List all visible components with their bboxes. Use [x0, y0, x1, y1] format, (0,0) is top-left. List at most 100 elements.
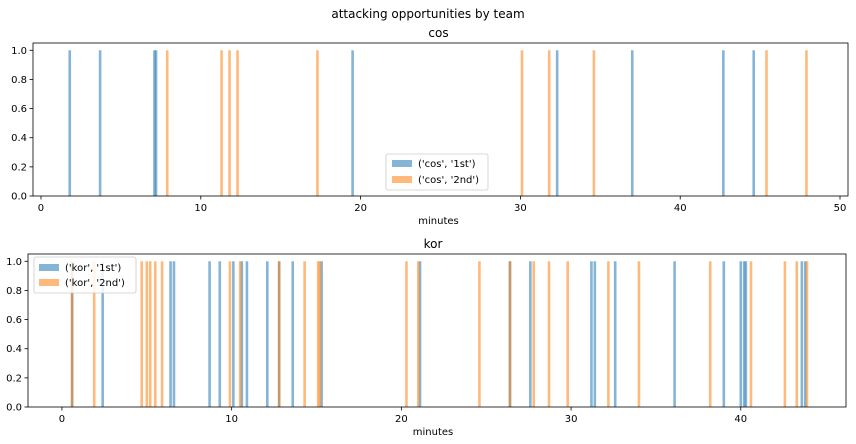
bar-kor-1st: [742, 261, 746, 407]
x-tick-label: 40: [674, 203, 687, 214]
bar-kor-2nd: [92, 261, 96, 407]
bar-cos-2nd: [236, 50, 239, 197]
legend-kor: ('kor', '1st') ('kor', '2nd'): [33, 256, 137, 294]
x-ticks-kor: 0 10 20 30 40: [59, 407, 747, 425]
bar-kor-2nd: [238, 261, 242, 407]
bar-cos-1st: [630, 50, 634, 197]
x-tick-label: 50: [834, 203, 847, 214]
legend-frame-kor: [33, 256, 137, 294]
y-tick-label: 0.6: [6, 315, 22, 326]
y-tick-label: 0.2: [11, 162, 27, 173]
x-tick-label: 40: [734, 414, 747, 425]
bar-kor-2nd: [316, 261, 320, 407]
bar-kor-2nd: [153, 261, 157, 407]
x-ticks-cos: 0 10 20 30 40 50: [38, 196, 847, 214]
bar-kor-2nd: [805, 261, 809, 407]
bar-kor-2nd: [795, 261, 799, 407]
bar-kor-1st: [418, 261, 422, 407]
y-ticks-cos: 0.0 0.2 0.4 0.6 0.8 1.0: [11, 46, 33, 203]
axes-frame-kor: [27, 253, 847, 408]
bar-kor-1st: [240, 261, 244, 407]
bar-cos-2nd: [805, 50, 808, 197]
bar-kor-2nd: [405, 261, 408, 407]
bar-kor-1st: [593, 261, 597, 407]
legend-swatch-kor-2nd: [39, 279, 59, 286]
bar-kor-1st: [320, 261, 323, 407]
bar-cos-2nd: [165, 50, 169, 197]
x-tick-label: 0: [59, 414, 65, 425]
bar-kor-2nd: [277, 261, 281, 407]
bar-cos-2nd: [228, 50, 231, 197]
bar-kor-1st: [673, 261, 676, 407]
legend-swatch-cos-1st: [392, 160, 412, 167]
y-tick-label: 0.4: [11, 133, 27, 144]
x-tick-label: 0: [38, 203, 44, 214]
bar-kor-2nd: [145, 261, 149, 407]
x-tick-label: 10: [225, 414, 238, 425]
bar-kor-2nd: [228, 261, 232, 407]
bar-kor-2nd: [637, 261, 641, 407]
bar-cos-2nd: [520, 50, 524, 197]
subplot-cos: cos 0 10 20 30 40 50 0.0 0.2 0.4 0.6 0.8 1.0 minut…: [11, 26, 849, 227]
bar-kor-1st: [529, 261, 532, 407]
legend-swatch-cos-2nd: [392, 176, 412, 183]
bar-kor-2nd: [478, 261, 481, 407]
bars-kor: [70, 261, 809, 407]
bar-kor-2nd: [566, 261, 569, 407]
bar-kor-2nd: [303, 261, 306, 407]
y-tick-label: 0.8: [6, 286, 22, 297]
bar-kor-1st: [590, 261, 593, 407]
y-tick-label: 0.4: [6, 344, 22, 355]
y-tick-label: 0.8: [11, 75, 27, 86]
y-tick-label: 1.0: [11, 46, 27, 57]
bar-kor-1st: [169, 261, 172, 407]
legend-cos: ('cos', '1st') ('cos', '2nd'): [385, 153, 489, 191]
bar-kor-1st: [291, 261, 295, 407]
bar-kor-1st: [744, 261, 748, 407]
y-tick-label: 1.0: [6, 257, 22, 268]
bar-cos-1st: [68, 50, 72, 197]
x-axis-label-cos: minutes: [418, 216, 458, 227]
legend-label-cos-1st: ('cos', '1st'): [418, 159, 476, 170]
figure-suptitle: attacking opportunities by team: [331, 7, 524, 21]
bar-kor-1st: [218, 261, 222, 407]
subplot-kor: kor 0 10 20 30 40 0.0 0.2 0.4 0.6 0.8 1.0 minutes…: [6, 237, 847, 438]
bar-kor-2nd: [532, 261, 536, 407]
bar-kor-1st: [613, 261, 617, 407]
y-tick-label: 0.6: [11, 104, 27, 115]
y-tick-label: 0.0: [11, 192, 27, 203]
x-axis-label-kor: minutes: [413, 427, 453, 438]
bar-kor-1st: [232, 261, 235, 407]
bar-kor-2nd: [70, 261, 74, 407]
bar-kor-1st: [739, 261, 743, 407]
bar-cos-1st: [722, 50, 725, 197]
subplot-title-cos: cos: [428, 26, 448, 40]
bar-kor-1st: [208, 261, 211, 407]
bar-cos-2nd: [765, 50, 768, 197]
x-tick-label: 20: [354, 203, 367, 214]
x-tick-label: 30: [565, 414, 578, 425]
bar-cos-1st: [154, 50, 158, 197]
bar-kor-2nd: [607, 261, 610, 407]
bar-kor-2nd: [140, 261, 144, 407]
bar-kor-1st: [800, 261, 804, 407]
bar-kor-1st: [245, 261, 249, 407]
bar-kor-1st: [265, 261, 269, 407]
bars-cos: [68, 50, 808, 197]
y-ticks-kor: 0.0 0.2 0.4 0.6 0.8 1.0: [6, 257, 28, 414]
bar-kor-1st: [722, 261, 726, 407]
bar-kor-2nd: [708, 261, 712, 407]
bar-kor-2nd: [547, 261, 551, 407]
bar-cos-2nd: [547, 50, 551, 197]
bar-kor-2nd: [160, 261, 164, 407]
x-tick-label: 30: [514, 203, 527, 214]
legend-label-cos-2nd: ('cos', '2nd'): [418, 175, 479, 186]
bar-cos-1st: [555, 50, 559, 197]
bar-cos-2nd: [592, 50, 596, 197]
bar-kor-1st: [101, 261, 104, 407]
bar-kor-2nd: [148, 261, 152, 407]
legend-label-kor-1st: ('kor', '1st'): [65, 263, 121, 274]
bar-kor-2nd: [508, 261, 512, 407]
bar-kor-2nd: [749, 261, 753, 407]
